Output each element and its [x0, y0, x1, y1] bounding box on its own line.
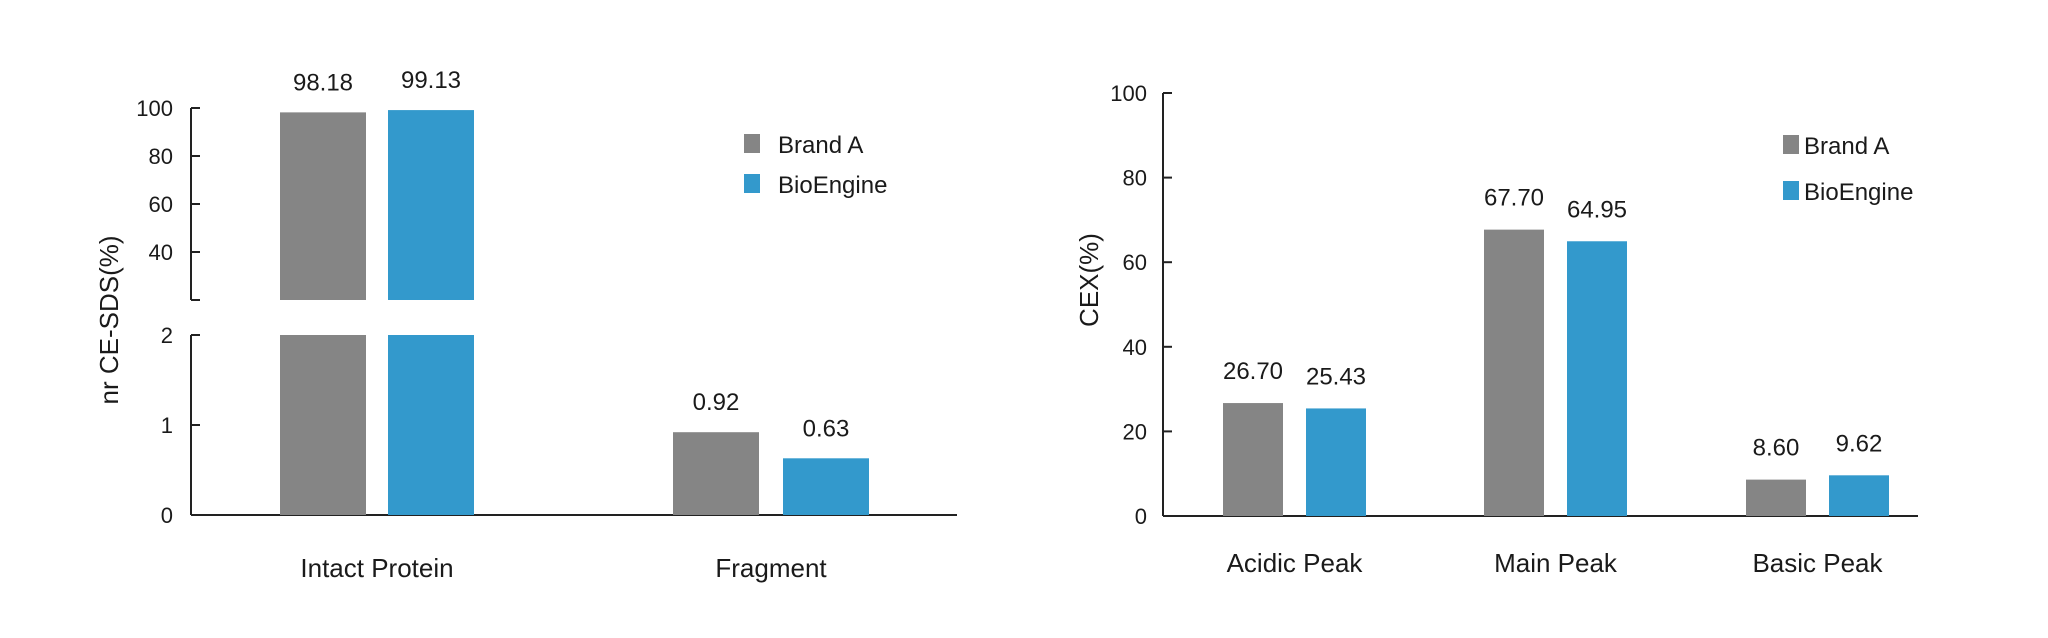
bar-brand-a-acidic-peak [1223, 403, 1283, 516]
data-label: 67.70 [1484, 185, 1544, 212]
bar-brand-a-intact-protein-lower [280, 335, 366, 515]
legend-swatch-bioengine [744, 174, 760, 193]
data-label: 9.62 [1836, 430, 1883, 457]
y-tick-label: 60 [149, 192, 173, 217]
bar-bioengine-basic-peak [1829, 475, 1889, 516]
legend-swatch-brand-a [1783, 135, 1799, 154]
bar-bioengine-intact-protein-lower [388, 335, 474, 515]
y-tick-label: 80 [149, 144, 173, 169]
x-tick-label: Basic Peak [1752, 548, 1883, 578]
data-label: 99.13 [401, 67, 461, 94]
bar-bioengine-fragment [783, 458, 869, 515]
chart-cex: 0 20 40 60 80 100 CEX(%) 26.70 25.43 Acidic Peak 6… [1074, 81, 1918, 578]
data-label: 0.63 [803, 415, 850, 442]
y-tick-label: 60 [1123, 250, 1147, 275]
legend-label: Brand A [1804, 133, 1889, 160]
data-label: 98.18 [293, 69, 353, 96]
data-label: 25.43 [1306, 363, 1366, 390]
y-tick-label: 0 [1135, 504, 1147, 529]
data-label: 26.70 [1223, 358, 1283, 385]
x-tick-label: Main Peak [1494, 548, 1618, 578]
y-tick-label: 100 [1110, 81, 1147, 106]
y-tick-label: 0 [161, 503, 173, 528]
bar-brand-a-fragment [673, 432, 759, 515]
bar-bioengine-acidic-peak [1306, 408, 1366, 516]
x-tick-label: Acidic Peak [1227, 548, 1364, 578]
x-tick-label: Fragment [715, 553, 827, 583]
data-label: 64.95 [1567, 196, 1627, 223]
y-tick-label: 40 [1123, 335, 1147, 360]
data-label: 8.60 [1753, 435, 1800, 462]
bar-bioengine-intact-protein-upper [388, 110, 474, 300]
legend-label: Brand A [778, 132, 863, 159]
y-axis-label: nr CE-SDS(%) [94, 235, 124, 404]
bar-brand-a-basic-peak [1746, 479, 1806, 516]
chart-nr-ce-sds: 0 1 2 40 60 80 100 nr CE-SDS(%) 98.18 99.13 Intact… [94, 67, 957, 583]
x-tick-label: Intact Protein [300, 553, 453, 583]
legend-swatch-brand-a [744, 134, 760, 153]
bar-brand-a-intact-protein-upper [280, 112, 366, 300]
y-tick-label: 100 [136, 96, 173, 121]
data-label: 0.92 [693, 389, 740, 416]
y-axis-label: CEX(%) [1074, 233, 1104, 327]
y-tick-label: 80 [1123, 166, 1147, 191]
bar-brand-a-main-peak [1484, 229, 1544, 516]
bar-bioengine-main-peak [1567, 241, 1627, 516]
y-tick-label: 40 [149, 240, 173, 265]
legend-swatch-bioengine [1783, 181, 1799, 200]
legend-label: BioEngine [778, 172, 887, 199]
y-tick-label: 2 [161, 323, 173, 348]
y-tick-label: 1 [161, 413, 173, 438]
y-tick-label: 20 [1123, 419, 1147, 444]
legend-label: BioEngine [1804, 179, 1913, 206]
